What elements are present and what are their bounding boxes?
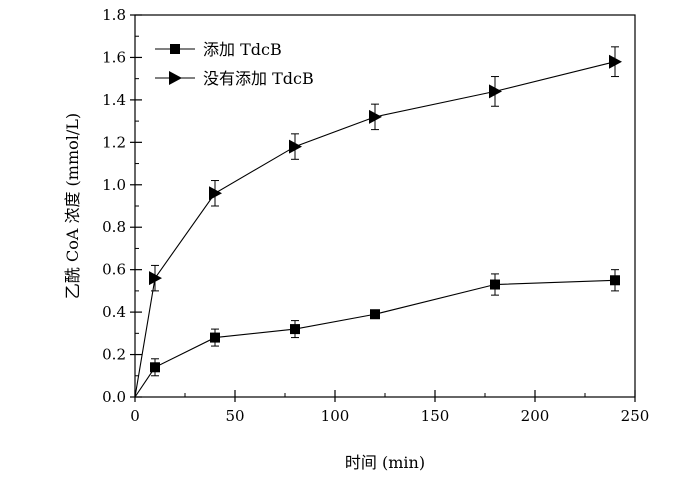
data-point bbox=[210, 332, 220, 343]
data-point bbox=[609, 54, 622, 69]
series-2 bbox=[134, 46, 622, 398]
y-tick-label: 0.4 bbox=[102, 303, 126, 321]
legend-marker bbox=[170, 44, 180, 54]
y-axis-title: 乙酰 CoA 浓度 (mmol/L) bbox=[63, 113, 82, 299]
y-tick-label: 0.6 bbox=[102, 261, 126, 279]
data-point bbox=[150, 362, 160, 373]
x-tick-label: 200 bbox=[521, 407, 550, 425]
x-axis-title: 时间 (min) bbox=[345, 453, 425, 472]
x-tick-label: 100 bbox=[321, 407, 350, 425]
y-tick-label: 0.0 bbox=[102, 388, 126, 406]
legend-label: 没有添加 TdcB bbox=[203, 69, 314, 88]
data-point bbox=[370, 309, 380, 320]
y-tick-label: 1.2 bbox=[102, 133, 126, 151]
y-tick-label: 1.4 bbox=[102, 91, 126, 109]
x-tick-label: 250 bbox=[621, 407, 650, 425]
series-line bbox=[134, 279, 616, 398]
legend-item-1: 添加 TdcB bbox=[155, 40, 282, 59]
data-point bbox=[490, 279, 500, 290]
data-point bbox=[149, 271, 162, 286]
x-tick-label: 50 bbox=[225, 407, 244, 425]
y-tick-label: 1.6 bbox=[102, 48, 126, 66]
x-tick-label: 0 bbox=[130, 407, 140, 425]
y-tick-label: 1.8 bbox=[102, 6, 126, 24]
data-point bbox=[209, 186, 222, 201]
legend-item-2: 没有添加 TdcB bbox=[155, 69, 314, 88]
data-point bbox=[610, 275, 620, 286]
y-tick-label: 0.8 bbox=[102, 218, 126, 236]
legend-label: 添加 TdcB bbox=[203, 40, 282, 59]
axes: 0.0 0.2 0.4 0.6 0.8 1.0 1.2 1.4 1.6 1.8 0 50 100 150 2… bbox=[102, 6, 649, 425]
data-point bbox=[289, 139, 302, 154]
series-1 bbox=[134, 269, 620, 398]
data-point bbox=[369, 109, 382, 124]
y-tick-label: 0.2 bbox=[102, 346, 126, 364]
series-group bbox=[134, 46, 622, 398]
legend: 添加 TdcB 没有添加 TdcB bbox=[155, 40, 314, 88]
data-point bbox=[290, 324, 300, 335]
y-tick-label: 1.0 bbox=[102, 176, 126, 194]
data-point bbox=[489, 84, 502, 99]
x-tick-label: 150 bbox=[421, 407, 450, 425]
legend-marker bbox=[169, 71, 182, 85]
